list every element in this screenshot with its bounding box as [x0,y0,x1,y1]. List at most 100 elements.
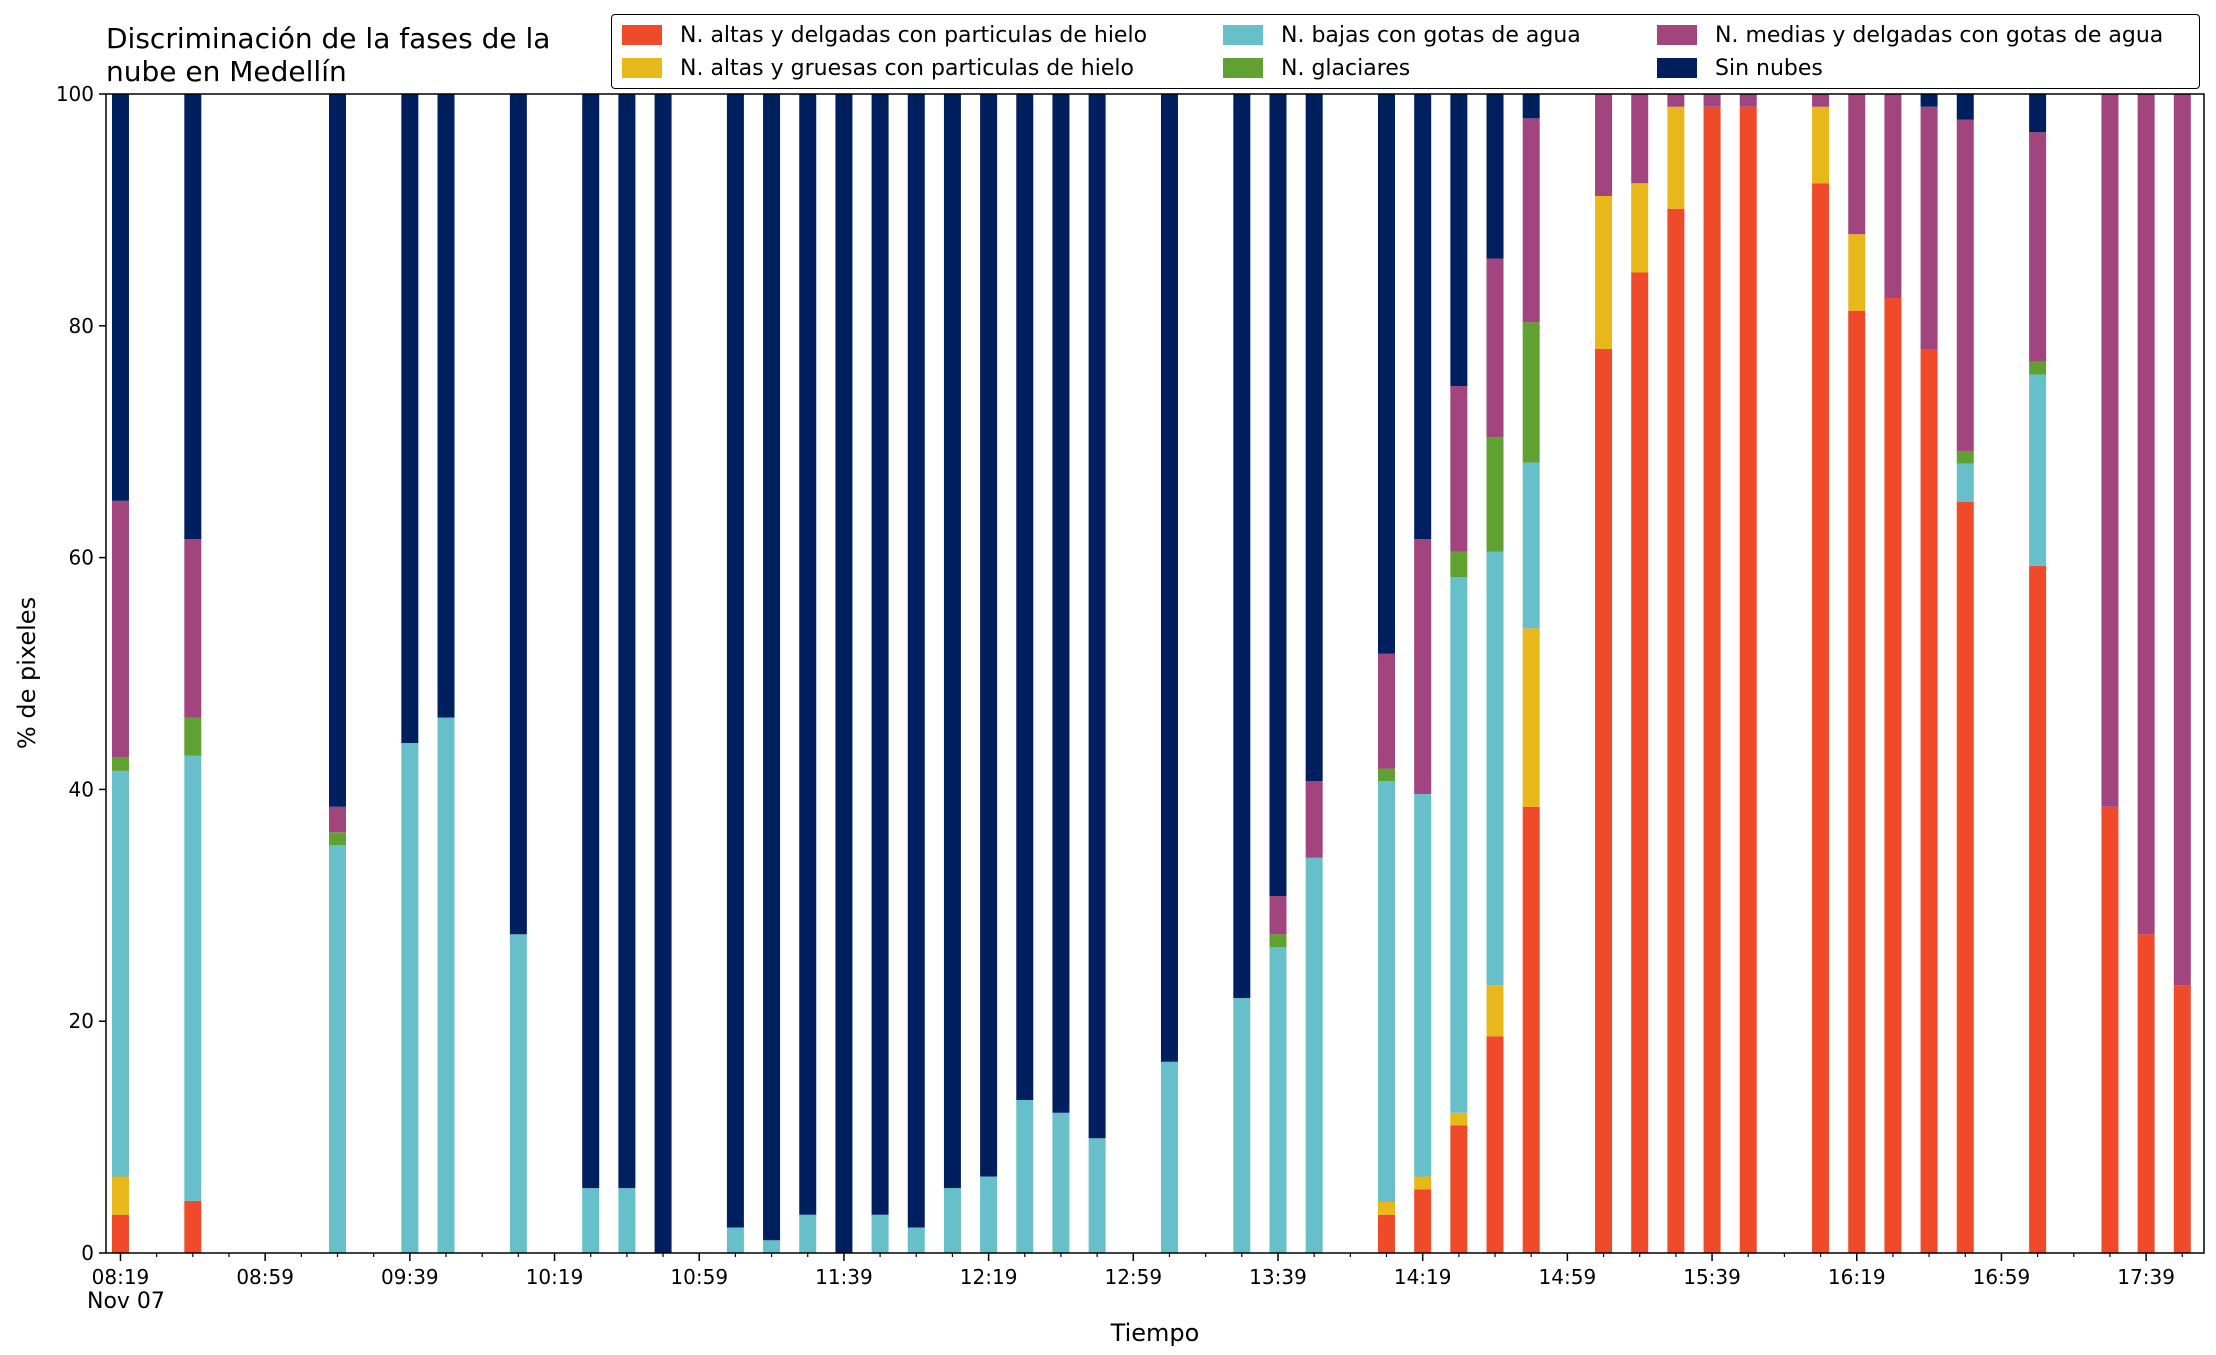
bar-segment-28-3 [1522,322,1540,463]
bar-segment-22-4 [1269,896,1287,935]
x-tick-label: 17:39 [2117,1265,2175,1289]
bar-segment-42-0 [2173,985,2191,1253]
bar-segment-38-4 [1956,119,1974,451]
bar-segment-30-1 [1631,183,1649,273]
bar-segment-25-0 [1414,1189,1432,1253]
bar-segment-39-5 [2029,94,2047,133]
bars-layer [111,94,2191,1254]
bar-segment-26-4 [1450,386,1468,552]
y-axis-label: % de pixeles [13,597,41,749]
bar-segment-24-5 [1378,94,1395,654]
bar-segment-7-2 [618,1188,636,1253]
bar-segment-35-0 [1848,310,1866,1254]
bar-segment-40-4 [2101,94,2119,807]
legend-swatch [622,58,662,78]
x-tick-label: 16:59 [1973,1265,2031,1289]
bar-segment-28-5 [1522,94,1540,119]
bar-segment-0-3 [111,756,129,771]
legend-item-sin-nubes: Sin nubes [1657,52,1823,84]
bar-segment-32-4 [1703,94,1721,107]
bar-segment-19-5 [1088,94,1106,1139]
x-axis-label: Tiempo [1110,1319,1200,1347]
y-tick-label: 20 [69,1009,94,1033]
bar-segment-23-2 [1305,857,1323,1253]
bar-segment-6-5 [582,94,600,1189]
bar-segment-26-1 [1450,1112,1468,1126]
legend-swatch [1223,25,1263,45]
bar-segment-23-5 [1305,94,1323,782]
y-axis: 0 20 40 60 80 100 [56,82,106,1265]
bar-segment-25-2 [1414,794,1432,1177]
legend-swatch [1657,25,1697,45]
y-tick-label: 80 [69,314,94,338]
bar-segment-30-0 [1631,272,1649,1253]
legend-label: N. medias y delgadas con gotas de agua [1715,22,2164,48]
bar-segment-42-4 [2173,94,2191,986]
bar-segment-20-2 [1160,1061,1178,1253]
bar-segment-38-5 [1956,94,1974,120]
x-axis: 08:19 08:59 09:39 10:19 10:59 11:39 12:19 12:59… [92,1253,2183,1289]
legend-item-medias-delgadas: N. medias y delgadas con gotas de agua [1657,19,2163,51]
bar-segment-0-2 [111,770,129,1177]
bar-segment-39-0 [2029,565,2047,1253]
bar-segment-25-5 [1414,94,1432,540]
legend-swatch [1657,58,1697,78]
x-tick-label: 08:19 [92,1265,150,1289]
legend-item-glaciares: N. glaciares [1223,52,1410,84]
bar-segment-39-3 [2029,361,2047,375]
bar-segment-8-5 [654,94,672,1253]
bar-segment-15-5 [943,94,961,1189]
x-tick-label: 10:19 [526,1265,584,1289]
bar-segment-41-0 [2137,934,2155,1253]
x-tick-label: 12:19 [960,1265,1018,1289]
y-tick-label: 60 [69,546,94,570]
bar-segment-24-0 [1378,1214,1395,1253]
plot-frame [105,93,2205,1254]
bar-segment-22-3 [1269,934,1287,948]
bar-segment-21-2 [1233,998,1251,1253]
bar-segment-38-2 [1956,463,1974,502]
bar-segment-1-5 [184,94,202,540]
bar-segment-39-2 [2029,374,2047,566]
x-tick-label: 08:59 [236,1265,294,1289]
bar-segment-24-2 [1378,781,1395,1203]
bar-segment-0-1 [111,1176,129,1215]
bar-segment-11-2 [799,1214,817,1253]
bar-segment-33-0 [1739,106,1757,1253]
bar-segment-29-1 [1595,195,1613,349]
bar-segment-28-4 [1522,118,1540,323]
bar-segment-38-3 [1956,450,1974,464]
bar-segment-3-2 [401,743,419,1253]
bar-segment-0-4 [111,500,129,757]
x-tick-label: 13:39 [1249,1265,1307,1289]
bar-segment-27-1 [1486,985,1504,1037]
bar-segment-11-5 [799,94,817,1215]
bar-segment-41-4 [2137,94,2155,935]
x-tick-label: 10:59 [670,1265,728,1289]
bar-segment-36-4 [1884,94,1902,298]
bar-segment-29-0 [1595,348,1613,1254]
legend: N. altas y delgadas con particulas de hi… [611,14,2200,89]
bar-segment-39-4 [2029,132,2047,362]
bar-segment-37-4 [1920,106,1938,349]
bar-segment-27-3 [1486,437,1504,552]
bar-segment-37-0 [1920,348,1938,1254]
x-date-label: Nov 07 [87,1289,165,1314]
bar-segment-34-0 [1812,183,1830,1254]
bar-segment-21-5 [1233,94,1251,999]
bar-segment-23-4 [1305,781,1323,858]
bar-segment-5-5 [509,94,527,935]
bar-segment-9-5 [726,94,744,1228]
bar-segment-28-1 [1522,628,1540,807]
bar-segment-18-2 [1052,1112,1070,1253]
bar-segment-28-2 [1522,462,1540,629]
bar-segment-29-4 [1595,94,1613,196]
legend-item-bajas: N. bajas con gotas de agua [1223,19,1581,51]
bar-segment-32-0 [1703,106,1721,1253]
legend-swatch [1223,58,1263,78]
bar-segment-26-0 [1450,1125,1468,1253]
chart-title-line-1: Discriminación de la fases de la [106,22,551,55]
bar-segment-34-4 [1812,94,1830,107]
bar-segment-7-5 [618,94,636,1189]
bar-segment-30-4 [1631,94,1649,184]
